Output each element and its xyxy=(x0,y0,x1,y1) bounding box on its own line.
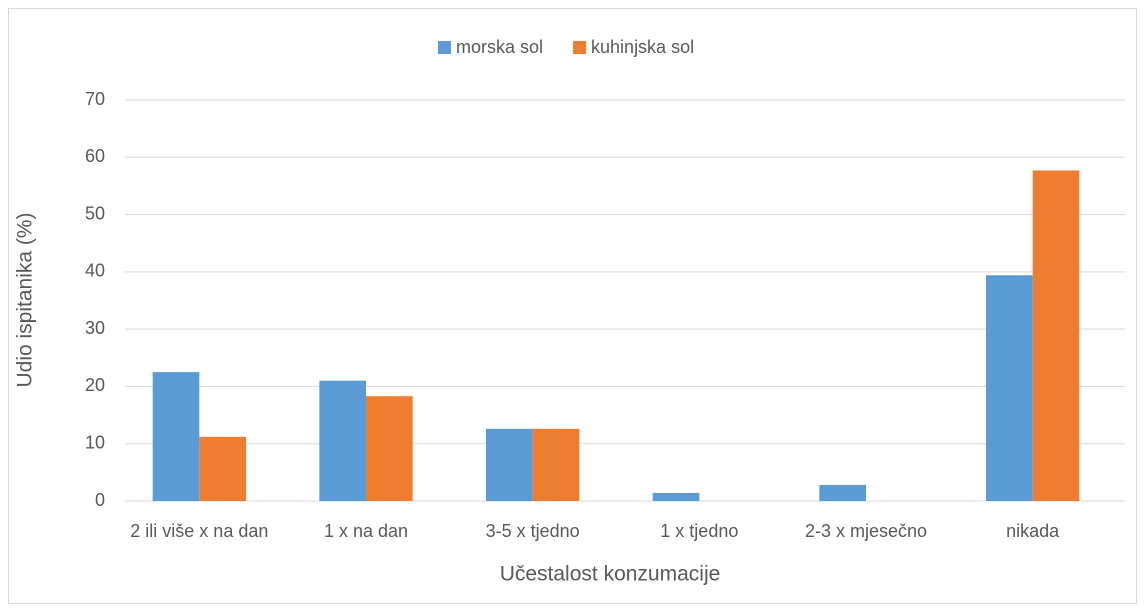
bar xyxy=(486,428,533,501)
x-tick-label: 2 ili više x na dan xyxy=(130,521,268,541)
y-tick-label: 0 xyxy=(95,490,105,510)
x-tick-label: 1 x na dan xyxy=(324,521,408,541)
bar xyxy=(986,275,1033,501)
x-axis-title: Učestalost konzumacije xyxy=(500,563,721,586)
legend-swatch xyxy=(573,41,587,54)
bar xyxy=(319,380,366,501)
x-tick-label: 3-5 x tjedno xyxy=(486,521,580,541)
y-tick-label: 30 xyxy=(85,318,105,338)
y-tick-label: 60 xyxy=(85,146,105,166)
bar xyxy=(366,396,413,501)
bar xyxy=(819,484,866,501)
y-tick-label: 70 xyxy=(85,89,105,109)
x-tick-label: nikada xyxy=(1006,521,1060,541)
chart-border xyxy=(8,8,1137,604)
bar xyxy=(199,436,246,501)
legend-label: kuhinjska sol xyxy=(591,37,694,57)
y-tick-label: 40 xyxy=(85,261,105,281)
x-tick-label: 2-3 x mjesečno xyxy=(805,521,927,541)
y-tick-label: 50 xyxy=(85,203,105,223)
bar xyxy=(1032,170,1080,501)
bar xyxy=(532,428,580,501)
legend-swatch xyxy=(438,41,451,54)
legend-label: morska sol xyxy=(456,37,543,57)
y-tick-label: 20 xyxy=(85,375,105,395)
bar xyxy=(152,372,200,501)
bar xyxy=(652,492,700,501)
y-axis-title: Udio ispitanika (%) xyxy=(14,212,37,387)
x-tick-label: 1 x tjedno xyxy=(660,521,738,541)
y-tick-label: 10 xyxy=(85,432,105,452)
